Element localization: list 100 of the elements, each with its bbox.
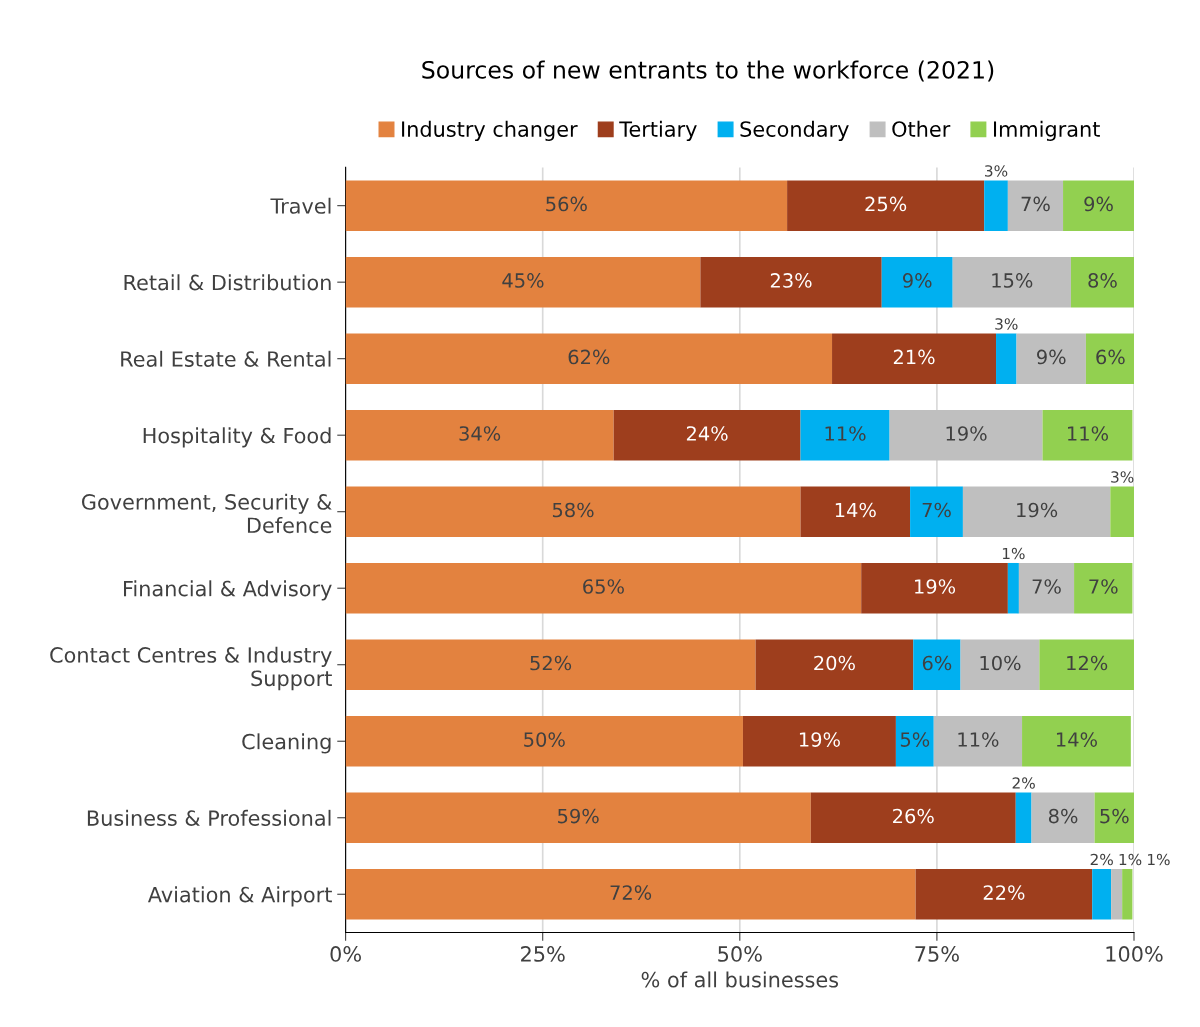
- bar: [810, 792, 1016, 843]
- data-label: 19%: [799, 732, 840, 747]
- bar: [910, 486, 963, 537]
- data-label: 14%: [1056, 732, 1097, 747]
- data-label: 12%: [1067, 655, 1108, 671]
- data-label: 50%: [524, 732, 565, 747]
- bar: [962, 486, 1111, 537]
- data-label: 7%: [922, 502, 951, 518]
- legend-label: Industry changer: [402, 120, 578, 141]
- bar: [1007, 562, 1019, 614]
- bar: [895, 715, 934, 767]
- data-label: 3%: [985, 165, 1008, 177]
- data-label: 6%: [922, 655, 952, 671]
- bar: [1074, 562, 1133, 614]
- data-label: 1%: [1002, 547, 1025, 560]
- data-label: 25%: [865, 196, 907, 212]
- data-label: 11%: [1068, 426, 1109, 441]
- bar: [345, 792, 811, 843]
- data-label: 5%: [1100, 808, 1129, 824]
- chart-title: Sources of new entrants to the workforce (2021): [422, 60, 994, 82]
- data-label: 10%: [980, 655, 1021, 671]
- data-label: 11%: [825, 426, 866, 441]
- data-label: 65%: [583, 579, 624, 594]
- data-label: 24%: [686, 426, 728, 441]
- data-label: 8%: [1048, 808, 1078, 824]
- bar: [1111, 869, 1123, 920]
- data-label: 11%: [958, 732, 999, 747]
- bar: [913, 639, 961, 690]
- bar: [1015, 792, 1032, 843]
- data-label: 9%: [1037, 349, 1066, 365]
- data-label: 56%: [546, 196, 587, 212]
- data-label: 7%: [1021, 196, 1050, 212]
- bar: [984, 180, 1008, 231]
- data-label: 8%: [1088, 273, 1117, 288]
- bar: [960, 639, 1040, 690]
- bar: [1018, 562, 1075, 614]
- bar: [1092, 869, 1112, 920]
- bar: [881, 256, 953, 308]
- bar: [345, 715, 743, 767]
- bar: [345, 486, 801, 537]
- y-tick-label: Travel: [270, 197, 331, 214]
- y-tick-label: Contact Centres & Industry Support: [50, 646, 332, 691]
- bar: [915, 869, 1093, 920]
- bar: [933, 715, 1023, 767]
- data-label: 14%: [835, 502, 876, 518]
- data-label: 26%: [893, 808, 934, 824]
- data-label: 21%: [893, 349, 935, 365]
- bar: [889, 409, 1043, 461]
- data-label: 19%: [1017, 502, 1058, 518]
- bar: [1063, 180, 1134, 231]
- bar: [1031, 792, 1095, 843]
- data-label: 22%: [983, 885, 1025, 900]
- bar: [345, 639, 756, 690]
- bar: [345, 180, 788, 231]
- bar: [345, 869, 916, 920]
- bar: [800, 409, 890, 461]
- legend-label: Other: [892, 120, 951, 137]
- y-tick-label: Real Estate & Rental: [121, 350, 331, 367]
- data-label: 19%: [915, 579, 956, 594]
- bar: [1016, 333, 1086, 384]
- bar: [1085, 333, 1134, 384]
- x-tick-label: 100%: [1106, 946, 1163, 962]
- y-tick-label: Retail & Distribution: [124, 274, 331, 291]
- data-label: 62%: [568, 349, 610, 365]
- bar: [1110, 486, 1134, 537]
- bar: [1007, 180, 1064, 231]
- legend-label: Secondary: [740, 120, 849, 141]
- y-tick-label: Government, Security & Defence: [81, 493, 332, 534]
- data-label: 72%: [610, 885, 652, 900]
- bar: [1042, 409, 1133, 461]
- bar: [832, 333, 997, 384]
- x-tick-label: 0%: [330, 946, 361, 962]
- bar: [345, 256, 701, 308]
- data-label: 2%: [1012, 777, 1035, 789]
- data-label: 1%: [1119, 853, 1142, 866]
- data-label: 7%: [1089, 579, 1118, 594]
- y-tick-label: Financial & Advisory: [124, 580, 332, 601]
- x-tick-label: 25%: [521, 946, 565, 962]
- y-tick-label: Aviation & Airport: [147, 886, 332, 907]
- data-label: 34%: [459, 426, 501, 441]
- bar: [787, 180, 985, 231]
- data-label: 59%: [558, 808, 599, 824]
- x-tick-label: 50%: [718, 946, 762, 962]
- data-label: 58%: [552, 502, 594, 518]
- data-label: 3%: [995, 318, 1018, 330]
- data-label: 9%: [902, 273, 932, 288]
- data-label: 19%: [946, 426, 987, 441]
- data-label: 45%: [502, 273, 544, 288]
- data-label: 2%: [1090, 853, 1113, 866]
- data-label: 52%: [530, 655, 572, 671]
- bar: [742, 715, 896, 767]
- y-tick-label: Cleaning: [242, 733, 331, 754]
- bar: [345, 409, 614, 461]
- bar: [1094, 792, 1134, 843]
- data-label: 9%: [1084, 196, 1113, 212]
- legend-label: Tertiary: [619, 120, 697, 141]
- y-tick-label: Hospitality & Food: [143, 427, 331, 448]
- bar: [861, 562, 1008, 614]
- bar: [700, 256, 882, 308]
- bar: [800, 486, 911, 537]
